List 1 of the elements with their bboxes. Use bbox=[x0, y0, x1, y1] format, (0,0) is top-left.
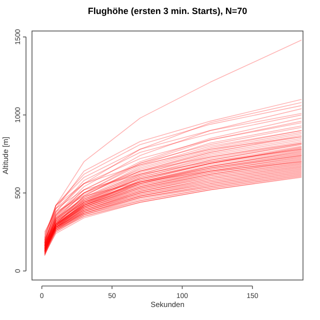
chart-title: Flughöhe (ersten 3 min. Starts), N=70 bbox=[88, 6, 248, 16]
